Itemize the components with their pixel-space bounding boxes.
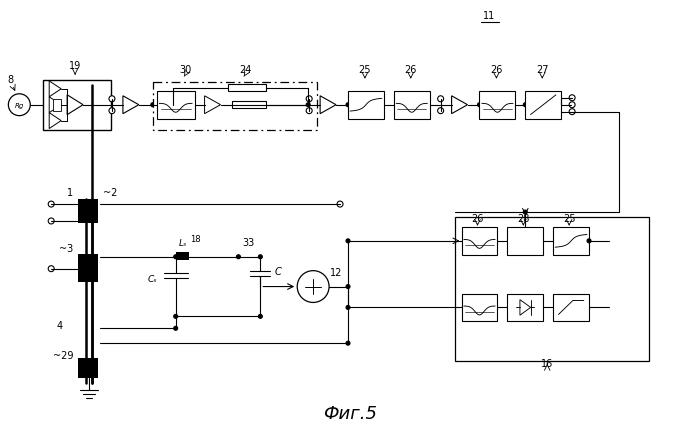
Circle shape <box>237 255 240 259</box>
Bar <box>78 200 98 224</box>
Bar <box>78 254 98 282</box>
Text: 33: 33 <box>242 237 255 247</box>
Text: 28: 28 <box>517 214 529 224</box>
Bar <box>508 227 543 255</box>
Circle shape <box>48 202 54 207</box>
Circle shape <box>477 103 482 108</box>
Bar <box>43 81 111 130</box>
Circle shape <box>174 315 178 319</box>
Bar <box>394 92 430 119</box>
Text: Cₛ: Cₛ <box>148 274 158 283</box>
Text: 27: 27 <box>536 65 549 75</box>
Circle shape <box>346 306 350 310</box>
Bar <box>461 294 498 322</box>
Text: Rg: Rg <box>15 102 24 108</box>
Circle shape <box>109 108 115 115</box>
Bar <box>176 252 188 260</box>
Bar <box>461 227 498 255</box>
Circle shape <box>346 103 350 108</box>
Bar <box>232 102 266 109</box>
Circle shape <box>150 103 155 108</box>
Circle shape <box>524 210 527 214</box>
Text: 18: 18 <box>190 234 200 243</box>
Text: 25: 25 <box>563 214 575 224</box>
Bar <box>508 294 543 322</box>
Circle shape <box>109 96 115 102</box>
Text: 11: 11 <box>483 11 496 21</box>
Circle shape <box>569 109 575 115</box>
Bar <box>348 92 384 119</box>
Circle shape <box>587 239 591 243</box>
Circle shape <box>569 95 575 102</box>
Circle shape <box>258 255 262 259</box>
Circle shape <box>174 326 178 331</box>
Circle shape <box>174 255 178 259</box>
Text: 30: 30 <box>179 65 192 75</box>
Circle shape <box>258 315 262 319</box>
Text: ~3: ~3 <box>59 243 73 253</box>
Text: 16: 16 <box>541 358 553 368</box>
Bar <box>454 217 649 361</box>
Bar <box>228 85 266 92</box>
Bar <box>53 99 61 112</box>
Circle shape <box>346 342 350 345</box>
Text: 4: 4 <box>57 321 63 331</box>
Bar <box>525 92 561 119</box>
Text: ~29: ~29 <box>52 350 73 360</box>
Circle shape <box>346 239 350 243</box>
Bar <box>553 227 589 255</box>
Bar <box>480 92 515 119</box>
Circle shape <box>306 103 310 108</box>
Bar <box>78 358 98 378</box>
Circle shape <box>48 218 54 224</box>
Text: 24: 24 <box>239 65 251 75</box>
Circle shape <box>306 96 312 102</box>
Circle shape <box>524 103 527 108</box>
Text: 25: 25 <box>358 65 371 75</box>
Text: 12: 12 <box>330 267 342 277</box>
Circle shape <box>438 96 444 102</box>
Bar <box>157 92 195 119</box>
Circle shape <box>569 102 575 108</box>
Text: 1: 1 <box>67 187 73 197</box>
Text: 8: 8 <box>7 75 13 85</box>
Text: ~2: ~2 <box>103 187 118 197</box>
Circle shape <box>438 108 444 115</box>
Text: Фиг.5: Фиг.5 <box>323 404 377 422</box>
Bar <box>553 294 589 322</box>
Circle shape <box>337 202 343 207</box>
Text: Lₛ: Lₛ <box>178 238 187 247</box>
Circle shape <box>306 108 312 115</box>
Text: 26: 26 <box>471 214 484 224</box>
Text: 26: 26 <box>405 65 417 75</box>
Circle shape <box>8 95 30 116</box>
Text: 26: 26 <box>490 65 503 75</box>
Circle shape <box>48 266 54 272</box>
Text: 19: 19 <box>69 61 81 71</box>
Text: C: C <box>274 266 281 276</box>
Circle shape <box>298 271 329 303</box>
Bar <box>153 82 317 130</box>
Circle shape <box>346 285 350 289</box>
